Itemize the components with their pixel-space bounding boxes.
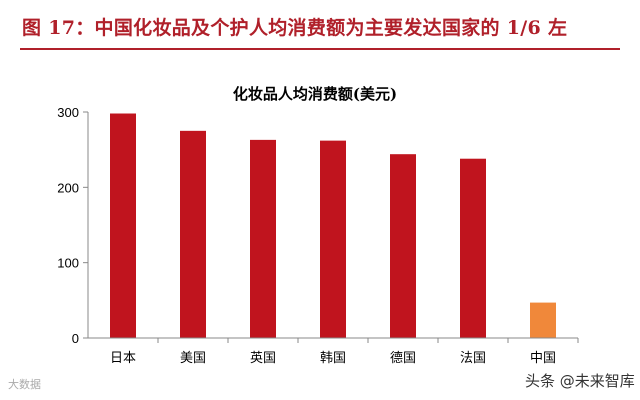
x-axis: 日本 美国 英国 韩国 德国 法国 中国 xyxy=(88,337,579,366)
x-tick-label: 韩国 xyxy=(320,351,346,366)
chart-title: 化妆品人均消费额(美元) xyxy=(233,85,397,103)
bar xyxy=(530,302,556,338)
watermark-right: 头条 @未来智库 xyxy=(525,372,635,390)
y-tick-label: 200 xyxy=(57,180,79,195)
x-tick-label: 中国 xyxy=(530,351,556,366)
x-tick-label: 美国 xyxy=(180,351,206,366)
y-axis: 0 100 200 300 xyxy=(57,105,89,346)
bar xyxy=(250,139,276,338)
bar xyxy=(320,140,346,338)
x-tick-label: 法国 xyxy=(460,351,486,366)
bar xyxy=(460,158,486,338)
x-tick-label: 德国 xyxy=(390,351,416,366)
y-tick-label: 300 xyxy=(57,105,79,120)
bar xyxy=(180,130,206,338)
y-tick-label: 100 xyxy=(57,256,79,271)
bar xyxy=(110,113,136,338)
x-tick-label: 英国 xyxy=(250,351,276,366)
bars xyxy=(110,113,556,338)
title-divider xyxy=(20,48,620,50)
figure-title: 图 17：中国化妆品及个护人均消费额为主要发达国家的 1/6 左 xyxy=(22,17,568,39)
watermark-left: 大数据 xyxy=(8,378,41,391)
bar xyxy=(390,154,416,338)
x-tick-label: 日本 xyxy=(110,351,136,366)
y-tick-label: 0 xyxy=(72,331,79,346)
